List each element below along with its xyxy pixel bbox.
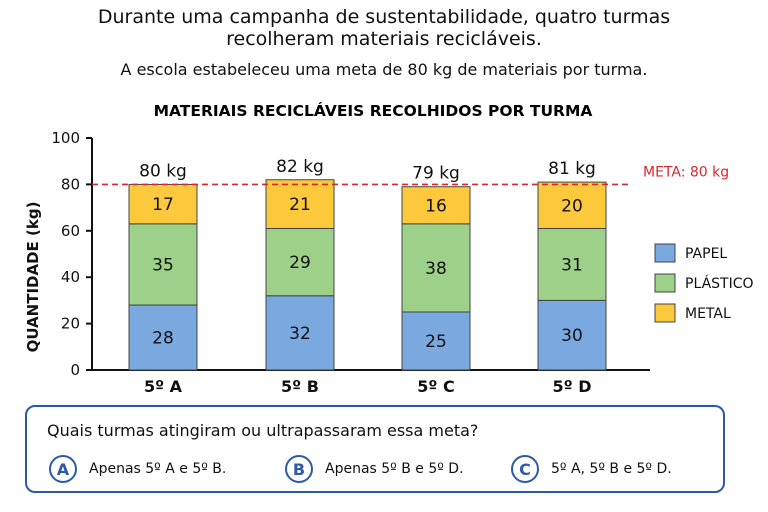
question-text: Quais turmas atingiram ou ultrapassaram … (47, 421, 479, 440)
bar-segment (128, 223, 198, 306)
question-box: Quais turmas atingiram ou ultrapassaram … (25, 405, 725, 493)
bar-segment (265, 227, 335, 297)
bar-segment (128, 183, 198, 225)
goal-label: META: 80 kg (643, 164, 729, 180)
segment-value-label: 20 (561, 196, 583, 216)
category-label: 5º B (281, 377, 319, 396)
option-b[interactable]: B Apenas 5º B e 5º D. (285, 455, 464, 483)
legend-swatch (654, 273, 676, 293)
legend-swatch (654, 243, 676, 263)
segment-value-label: 28 (152, 329, 174, 349)
legend-label: METAL (685, 306, 731, 322)
y-tick-label: 40 (61, 268, 80, 286)
y-tick-label: 20 (61, 315, 80, 333)
bar-total-label: 80 kg (139, 161, 187, 181)
intro-text: Durante uma campanha de sustentabilidade… (0, 6, 768, 50)
y-axis-label: QUANTIDADE (kg) (24, 202, 42, 353)
bar-segment (265, 295, 335, 371)
option-b-text: Apenas 5º B e 5º D. (325, 461, 464, 477)
segment-value-label: 29 (289, 253, 311, 273)
option-b-letter: B (285, 455, 313, 483)
y-tick-label: 80 (61, 175, 80, 193)
legend-label: PAPEL (685, 246, 727, 262)
bar-segment (128, 304, 198, 371)
y-tick-label: 100 (51, 129, 80, 147)
bar-segment (537, 299, 607, 371)
segment-value-label: 30 (561, 326, 583, 346)
segment-value-label: 32 (289, 324, 311, 344)
bar-segment (537, 181, 607, 229)
y-tick-label: 0 (70, 361, 80, 379)
category-label: 5º D (552, 377, 591, 396)
option-c-text: 5º A, 5º B e 5º D. (551, 461, 672, 477)
bar-segment (537, 227, 607, 301)
bar-total-label: 79 kg (412, 164, 460, 184)
bar-segment (401, 223, 471, 313)
segment-value-label: 38 (425, 259, 447, 279)
intro-line-2: recolheram materiais recicláveis. (226, 28, 542, 50)
bar-total-label: 82 kg (276, 157, 324, 177)
category-label: 5º C (417, 377, 454, 396)
plot-area: 0 20 40 60 80 100 28 35 17 80 kg 5º A 32 29 21 82 kg 5º… (51, 129, 753, 396)
segment-value-label: 35 (152, 255, 174, 275)
legend-label: PLÁSTICO (685, 275, 754, 292)
legend-swatch (654, 303, 676, 323)
intro-line-1: Durante uma campanha de sustentabilidade… (97, 6, 671, 28)
option-a[interactable]: A Apenas 5º A e 5º B. (49, 455, 226, 483)
bar-total-label: 81 kg (548, 159, 596, 179)
segment-value-label: 16 (425, 196, 447, 216)
option-a-text: Apenas 5º A e 5º B. (89, 461, 227, 477)
intro-line-3: A escola estabeleceu uma meta de 80 kg d… (120, 60, 648, 79)
segment-value-label: 25 (425, 332, 447, 352)
bar-segment (401, 186, 471, 225)
segment-value-label: 21 (289, 195, 311, 215)
option-a-letter: A (49, 455, 77, 483)
y-tick-label: 60 (61, 222, 80, 240)
stacked-bar-chart: MATERIAIS RECICLÁVEIS RECOLHIDOS POR TUR… (24, 101, 754, 396)
bar-segment (265, 179, 335, 229)
chart-title: MATERIAIS RECICLÁVEIS RECOLHIDOS POR TUR… (154, 101, 593, 120)
segment-value-label: 31 (561, 255, 583, 275)
category-label: 5º A (144, 377, 183, 396)
option-c-letter: C (511, 455, 539, 483)
segment-value-label: 17 (152, 195, 174, 215)
option-c[interactable]: C 5º A, 5º B e 5º D. (511, 455, 672, 483)
